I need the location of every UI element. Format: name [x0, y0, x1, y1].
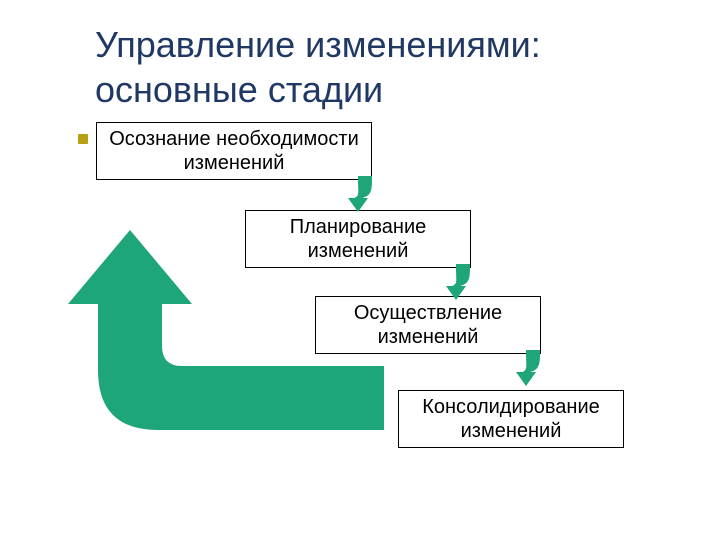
connector-arrow-3 — [504, 348, 564, 398]
stage-box-1: Осознание необходимости изменений — [96, 122, 372, 180]
stage-label: Консолидирование изменений — [403, 395, 619, 443]
title-text: Управление изменениями: основные стадии — [95, 24, 541, 110]
feedback-arrow-icon — [58, 230, 388, 460]
stage-label: Осознание необходимости изменений — [101, 127, 367, 175]
page-title: Управление изменениями: основные стадии — [95, 22, 655, 112]
stage-box-4: Консолидирование изменений — [398, 390, 624, 448]
connector-arrow-2 — [434, 262, 494, 312]
bullet-icon — [78, 134, 88, 144]
connector-arrow-1 — [336, 174, 396, 224]
